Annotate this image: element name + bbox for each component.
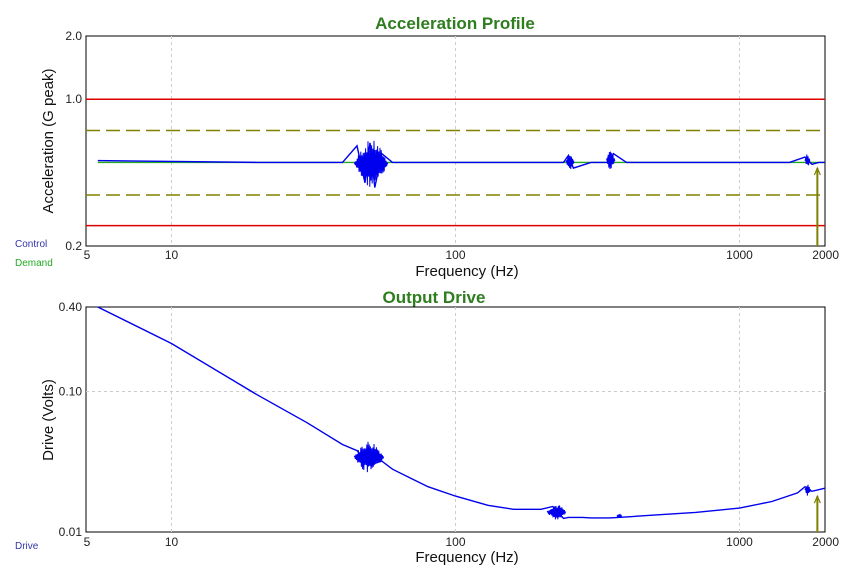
output-drive-chart: Output Drive 5 10 100 1000 2000 0.01 0.10 0.40… (15, 288, 839, 566)
legend: Drive (15, 541, 39, 552)
y-axis-label: Acceleration (G peak) (40, 68, 57, 213)
x-tick-labels: 5 10 100 1000 2000 (84, 248, 840, 262)
resonance-burst (565, 155, 575, 170)
sweep-marker-arrow (813, 166, 821, 176)
x-axis-label: Frequency (Hz) (415, 549, 518, 566)
x-tick-label: 100 (445, 535, 465, 549)
x-tick-label: 10 (165, 535, 179, 549)
x-tick-label: 2000 (812, 535, 839, 549)
resonance-burst (353, 441, 385, 473)
acceleration-profile-chart: Acceleration Profile 5 10 100 1000 2000 0.2 1… (15, 14, 839, 280)
series-line-drive (97, 306, 826, 520)
x-tick-label: 1000 (726, 248, 753, 262)
sweep-marker-arrow (813, 494, 821, 504)
chart-title: Acceleration Profile (375, 14, 535, 33)
resonance-burst (616, 513, 623, 519)
resonance-burst (546, 505, 567, 520)
legend: Control Demand (15, 239, 53, 269)
plot-area (85, 306, 826, 533)
x-tick-labels: 5 10 100 1000 2000 (84, 535, 840, 549)
grid-lines (86, 36, 825, 246)
marker-group (813, 494, 821, 532)
marker-group (813, 166, 821, 246)
y-tick-label: 1.0 (65, 92, 82, 106)
resonance-burst (353, 140, 389, 187)
x-tick-label: 2000 (812, 248, 839, 262)
y-tick-label: 2.0 (65, 29, 82, 43)
y-tick-label: 0.40 (59, 300, 83, 314)
legend-item-demand: Demand (15, 258, 53, 269)
legend-item-drive: Drive (15, 541, 39, 552)
resonance-burst (804, 484, 811, 496)
x-tick-label: 10 (165, 248, 179, 262)
series-group (97, 140, 825, 188)
series-group (97, 306, 826, 520)
y-tick-label: 0.2 (65, 239, 82, 253)
y-axis-label: Drive (Volts) (40, 379, 57, 461)
legend-item-control: Control (15, 239, 47, 250)
y-tick-label: 0.10 (59, 385, 83, 399)
x-axis-label: Frequency (Hz) (415, 263, 518, 280)
x-tick-label: 1000 (726, 535, 753, 549)
resonance-burst (804, 154, 811, 166)
reference-lines (86, 98, 825, 227)
resonance-burst (605, 151, 616, 170)
y-tick-label: 0.01 (59, 525, 83, 539)
x-tick-label: 5 (84, 535, 91, 549)
grid-lines (86, 307, 825, 532)
x-tick-label: 100 (445, 248, 465, 262)
chart-title: Output Drive (383, 288, 486, 307)
y-tick-labels: 0.2 1.0 2.0 (65, 29, 82, 253)
y-tick-labels: 0.01 0.10 0.40 (59, 300, 83, 539)
x-tick-label: 5 (84, 248, 91, 262)
